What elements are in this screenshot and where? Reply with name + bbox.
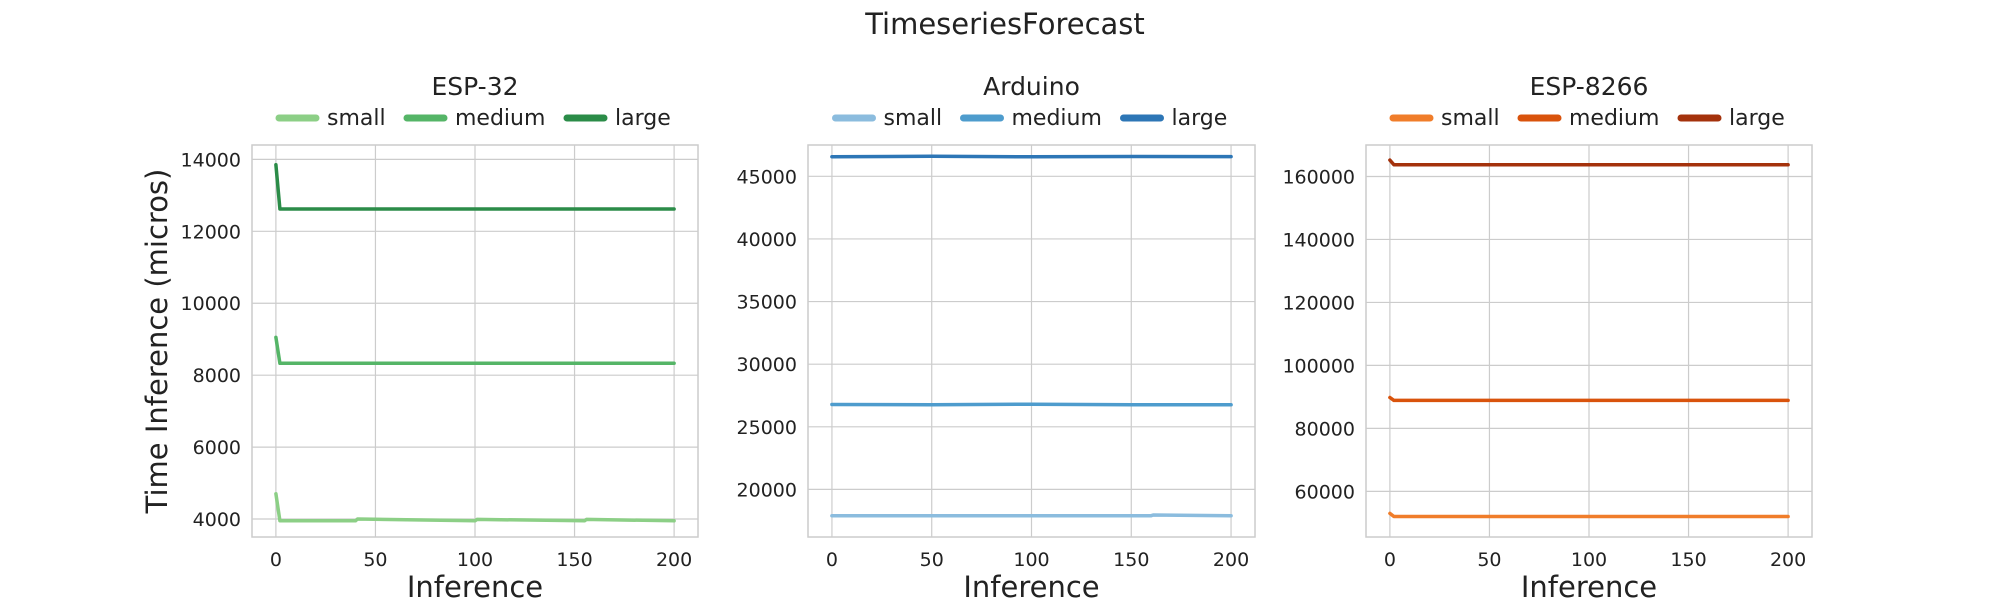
x-tick-label: 100 — [1013, 549, 1049, 571]
legend-label: small — [1441, 106, 1500, 131]
legend-entry-small: small — [1389, 106, 1500, 131]
y-tick-label: 20000 — [737, 479, 797, 501]
y-tick-label: 12000 — [181, 221, 241, 243]
chart-panels: 0 50 100 150 200400060008000100001200014000I… — [140, 72, 1813, 600]
legend-entry-large: large — [1677, 106, 1785, 131]
series-line-small — [1388, 511, 1790, 519]
legend-entry-large: large — [1120, 106, 1228, 131]
legend-label: medium — [1569, 106, 1659, 131]
series-line-medium — [830, 402, 1233, 407]
x-tick-label: 0 — [270, 549, 282, 571]
legend-entry-medium: medium — [960, 106, 1102, 131]
y-tick-label: 45000 — [737, 166, 797, 188]
y-tick-label: 40000 — [737, 229, 797, 251]
series-line-large — [1388, 158, 1790, 167]
y-tick-label: 35000 — [737, 292, 797, 314]
legend-entry-medium: medium — [1517, 106, 1659, 131]
legend-entry-large: large — [563, 106, 671, 131]
legend-label: large — [1729, 106, 1785, 131]
y-tick-label: 25000 — [737, 417, 797, 439]
x-tick-label: 100 — [457, 549, 493, 571]
x-tick-label: 200 — [656, 549, 692, 571]
y-tick-label: 6000 — [193, 437, 241, 459]
legend-entry-small: small — [275, 106, 386, 131]
x-tick-label: 200 — [1213, 549, 1249, 571]
plot-frame — [251, 144, 699, 538]
y-tick-label: 10000 — [181, 293, 241, 315]
x-tick-label: 50 — [363, 549, 387, 571]
series-line-small — [274, 492, 676, 523]
series-line-large — [274, 163, 676, 211]
x-tick-label: 50 — [1477, 549, 1501, 571]
y-tick-label: 14000 — [181, 149, 241, 171]
x-tick-label: 50 — [920, 549, 944, 571]
x-tick-label: 150 — [1670, 549, 1706, 571]
x-axis-label: Inference — [1521, 570, 1657, 600]
legend-label: medium — [1012, 106, 1102, 131]
x-tick-label: 0 — [1384, 549, 1396, 571]
chart-panel-2: 0 50 100 150 200 20000 25000 30000 35000 40000 450… — [737, 72, 1256, 600]
series-line-medium — [274, 335, 676, 366]
y-tick-label: 8000 — [193, 365, 241, 387]
legend-label: small — [327, 106, 386, 131]
y-tick-label: 80000 — [1295, 418, 1355, 440]
chart-panel-1: 0 50 100 150 200 4000 6000 8000 10000 12000 14000 I… — [140, 72, 699, 600]
plot-frame — [807, 144, 1256, 538]
x-tick-label: 150 — [556, 549, 592, 571]
y-axis-label: Time Inference (micros) — [140, 169, 174, 515]
x-axis-label: Inference — [963, 570, 1099, 600]
y-tick-label: 160000 — [1282, 166, 1355, 188]
subplot-title: ESP-8266 — [1530, 72, 1649, 101]
x-tick-label: 100 — [1571, 549, 1607, 571]
legend-label: small — [884, 106, 943, 131]
y-tick-label: 140000 — [1282, 229, 1355, 251]
legend-label: large — [1172, 106, 1228, 131]
y-tick-label: 100000 — [1282, 355, 1355, 377]
legend-label: medium — [455, 106, 545, 131]
series-line-small — [830, 513, 1233, 518]
legend: small medium large — [275, 106, 671, 131]
y-tick-label: 4000 — [193, 509, 241, 531]
figure-title: TimeseriesForecast — [864, 7, 1145, 41]
legend: small medium large — [832, 106, 1228, 131]
chart-panel-3: 0 50 100 150 200 60000 80000 100000 120000 140000… — [1282, 72, 1813, 600]
x-axis-label: Inference — [407, 570, 543, 600]
y-tick-label: 120000 — [1282, 292, 1355, 314]
y-tick-label: 30000 — [737, 354, 797, 376]
series-line-large — [830, 154, 1233, 159]
legend-label: large — [615, 106, 671, 131]
x-tick-label: 0 — [826, 549, 838, 571]
series-line-medium — [1388, 395, 1790, 403]
subplot-title: ESP-32 — [431, 72, 518, 101]
y-tick-label: 60000 — [1295, 481, 1355, 503]
legend-entry-medium: medium — [403, 106, 545, 131]
x-tick-label: 150 — [1113, 549, 1149, 571]
subplot-title: Arduino — [983, 72, 1080, 101]
legend: small medium large — [1389, 106, 1785, 131]
legend-entry-small: small — [832, 106, 943, 131]
plot-frame — [1365, 144, 1813, 538]
x-tick-label: 200 — [1770, 549, 1806, 571]
